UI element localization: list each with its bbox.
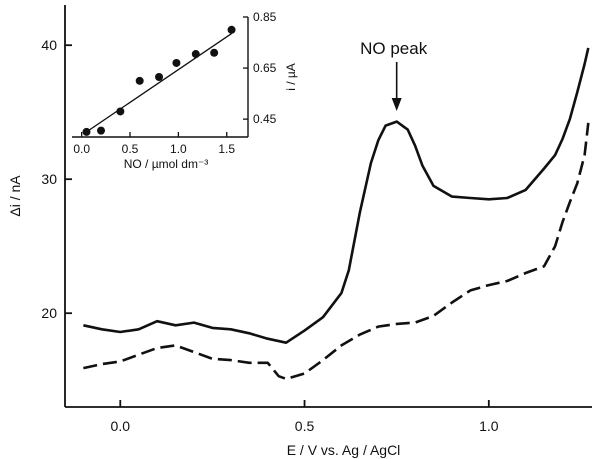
inset-data-point — [116, 107, 125, 116]
inset-data-point — [135, 76, 144, 85]
inset-y-axis-label: i / µA — [284, 63, 298, 91]
inset-x-tick-label: 1.5 — [218, 142, 235, 156]
inset-frame — [72, 17, 248, 156]
inset-x-tick-label: 1.0 — [170, 142, 187, 156]
no-peak-arrowhead — [391, 98, 402, 111]
inset-plot: 0.0 0.5 1.0 1.5 0.45 0.65 0.85 NO / µmol dm⁻³… — [72, 10, 298, 171]
inset-data-point — [191, 50, 200, 59]
series-dashed-line — [83, 122, 590, 381]
main-y-tick-label: 20 — [41, 305, 57, 321]
inset-data-point — [155, 73, 164, 81]
main-y-tick-label: 40 — [41, 37, 57, 53]
inset-x-tick-label: 0.5 — [122, 142, 139, 156]
main-y-axis-label: Δi / nA — [7, 175, 23, 217]
inset-y-tick-label: 0.65 — [253, 61, 277, 75]
inset-data-point — [97, 126, 106, 135]
no-peak-annotation: NO peak — [360, 39, 428, 58]
inset-data-point — [210, 48, 219, 57]
inset-data-point — [227, 25, 236, 34]
main-plot: 0.0 0.5 1.0 20 30 40 Δi / nA E / V vs. Ag / … — [7, 5, 592, 458]
inset-fit-line — [86, 33, 232, 133]
inset-y-tick-label: 0.85 — [253, 10, 277, 24]
inset-x-axis-label: NO / µmol dm⁻³ — [124, 157, 209, 171]
series-solid-line — [83, 47, 590, 344]
main-y-tick-label: 30 — [41, 171, 57, 187]
inset-x-tick-label: 0.0 — [73, 142, 90, 156]
inset-y-tick-label: 0.45 — [253, 112, 277, 126]
inset-data-point — [172, 58, 181, 67]
main-x-axis-label: E / V vs. Ag / AgCl — [287, 442, 401, 458]
main-x-tick-label: 0.0 — [111, 418, 131, 434]
inset-data-point — [82, 127, 91, 136]
main-x-tick-label: 0.5 — [295, 418, 315, 434]
main-x-tick-label: 1.0 — [479, 418, 499, 434]
